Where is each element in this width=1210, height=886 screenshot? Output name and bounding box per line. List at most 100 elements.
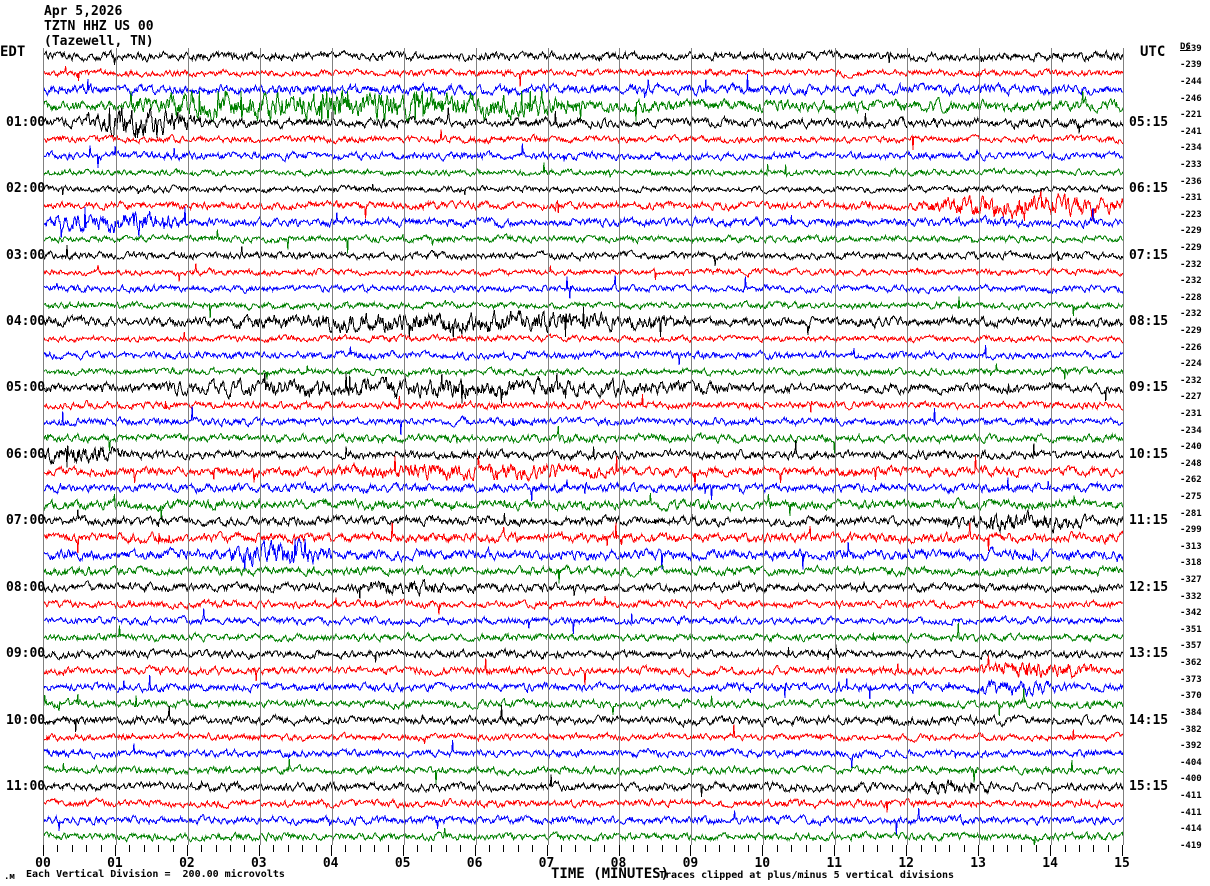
dc-value: -227	[1180, 392, 1202, 403]
trace-line	[44, 106, 1123, 139]
trace-line	[44, 739, 1123, 769]
dc-value: -241	[1180, 126, 1202, 137]
trace-line	[44, 655, 1123, 686]
x-tick-minor	[345, 845, 347, 852]
dc-value: -229	[1180, 226, 1202, 237]
x-tick-minor	[733, 845, 735, 852]
dc-value: -244	[1180, 76, 1202, 87]
dc-value: -262	[1180, 475, 1202, 486]
x-tick-major	[1122, 845, 1123, 856]
x-tick-minor	[1006, 845, 1008, 852]
x-tick-major	[258, 845, 260, 856]
x-tick-minor	[1021, 845, 1023, 852]
trace-line	[44, 623, 1123, 644]
x-tick-minor	[1035, 845, 1037, 852]
x-tick-minor	[949, 845, 951, 852]
utc-time-label: 08:15	[1129, 314, 1169, 329]
x-tick-minor	[1093, 845, 1095, 852]
trace-line	[44, 596, 1123, 615]
x-tick-label: 10	[754, 856, 771, 871]
x-tick-minor	[877, 845, 879, 852]
header-station: TZTN HHZ US 00	[44, 19, 154, 34]
trace-line	[44, 207, 1123, 238]
x-tick-label: 12	[898, 856, 915, 871]
x-tick-label: 15	[1114, 856, 1130, 871]
trace-line	[44, 344, 1123, 365]
x-tick-minor	[935, 845, 936, 852]
header-location: (Tazewell, TN)	[44, 34, 154, 49]
dc-value: -236	[1180, 176, 1202, 187]
x-tick-major	[1050, 845, 1052, 856]
dc-value: -224	[1180, 359, 1202, 370]
edt-time-label: 01:00	[6, 114, 46, 130]
header-date: Apr 5,2026	[44, 4, 123, 19]
x-tick-label: 09	[682, 856, 699, 871]
trace-line	[44, 162, 1123, 178]
x-tick-minor	[805, 845, 807, 852]
dc-value: -362	[1180, 658, 1202, 669]
dc-value: -246	[1180, 93, 1202, 104]
x-tick-minor	[503, 845, 505, 852]
trace-line	[44, 129, 1123, 150]
dc-value: -232	[1180, 309, 1202, 320]
x-tick-minor	[661, 845, 663, 852]
utc-time-label: 06:15	[1129, 181, 1169, 197]
trace-line	[44, 439, 1123, 468]
dc-value: -332	[1180, 591, 1202, 602]
utc-time-label: 05:15	[1129, 114, 1169, 130]
x-tick-minor	[848, 845, 850, 852]
x-tick-minor	[302, 845, 303, 852]
x-tick-minor	[129, 845, 131, 852]
dc-value: -232	[1180, 276, 1202, 287]
dc-value: -404	[1180, 757, 1202, 768]
x-tick-minor	[575, 845, 577, 852]
trace-line	[44, 509, 1123, 534]
x-tick-minor	[863, 845, 864, 852]
edt-time-label: 07:00	[6, 513, 46, 529]
trace-line	[44, 49, 1123, 65]
x-tick-minor	[445, 845, 447, 852]
trace-line	[44, 406, 1123, 435]
x-tick-major	[186, 845, 188, 856]
trace-line	[44, 229, 1123, 254]
dc-value: -221	[1180, 110, 1202, 121]
x-tick-major	[114, 845, 116, 856]
trace-line	[44, 797, 1123, 813]
dc-value: -351	[1180, 624, 1202, 635]
edt-time-label: 10:00	[6, 712, 46, 728]
seismogram-traces	[44, 48, 1123, 845]
x-tick-label: 08	[610, 856, 627, 871]
x-tick-minor	[647, 845, 649, 852]
dc-value: -239	[1180, 43, 1202, 54]
trace-line	[44, 143, 1123, 169]
dc-value: -229	[1180, 242, 1202, 253]
dc-value: -357	[1180, 641, 1202, 652]
edt-time-label: 04:00	[6, 314, 46, 329]
trace-line	[44, 688, 1123, 716]
x-tick-label: 01	[107, 856, 123, 871]
dc-value: -414	[1180, 824, 1202, 835]
trace-line	[44, 332, 1123, 344]
dc-value: -384	[1180, 707, 1202, 718]
trace-line	[44, 74, 1123, 98]
x-tick-minor	[1107, 845, 1109, 852]
dc-value: -419	[1180, 840, 1202, 851]
trace-line	[44, 522, 1123, 554]
x-tick-minor	[963, 845, 965, 852]
dc-value: -275	[1180, 492, 1202, 502]
dc-value: -411	[1180, 790, 1202, 801]
dc-value: -299	[1180, 525, 1202, 536]
x-tick-minor	[532, 845, 534, 852]
dc-column-header: DC	[1180, 42, 1191, 52]
utc-time-label: 15:15	[1129, 778, 1169, 794]
x-tick-label: 06	[466, 856, 483, 871]
edt-time-label: 02:00	[6, 181, 46, 197]
dc-value: -382	[1180, 724, 1202, 735]
x-tick-major	[762, 845, 764, 856]
dc-value: -234	[1180, 143, 1202, 154]
edt-time-label: 06:00	[6, 446, 46, 462]
dc-value: -240	[1180, 442, 1202, 453]
trace-line	[44, 493, 1123, 520]
dc-value: -313	[1180, 541, 1202, 552]
